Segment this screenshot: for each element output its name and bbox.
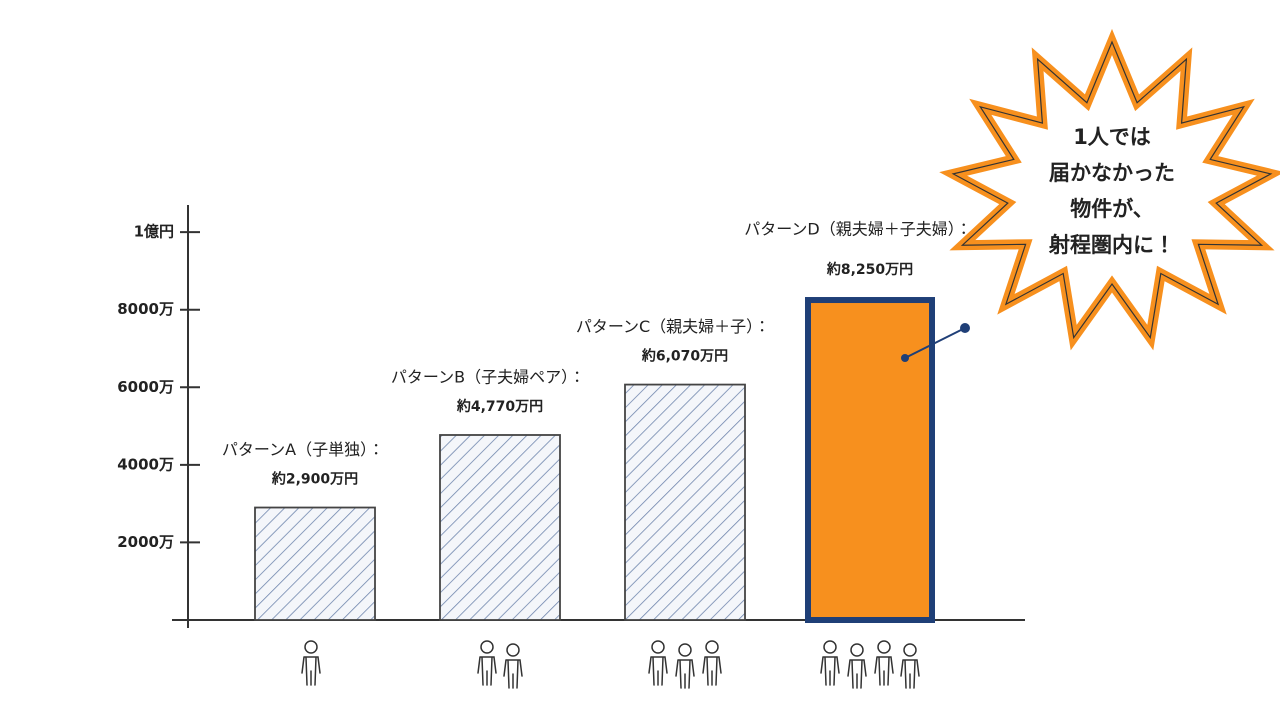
category-label: パターンC（親夫婦＋子）： (576, 317, 770, 336)
people-icons (301, 640, 920, 689)
annotation: 1人では (1073, 125, 1151, 149)
bar (624, 383, 746, 621)
annotation: 届かなかった (1049, 161, 1175, 185)
value-label: 約2,900万円 (271, 471, 358, 488)
y-tick-label: 8000万 (117, 300, 174, 318)
category-label: パターンD（親夫婦＋子夫婦）： (744, 220, 972, 239)
value-label: 約8,250万円 (826, 261, 913, 278)
y-tick-label: 4000万 (117, 455, 174, 473)
starburst-outline (951, 40, 1273, 340)
connector-dot (960, 323, 970, 333)
connector-dot (901, 354, 909, 362)
annotation: 射程圏内に！ (1048, 233, 1175, 257)
category-label: パターンB（子夫婦ペア）： (391, 367, 585, 386)
y-tick-label: 2000万 (117, 533, 174, 551)
y-tick-label: 1億円 (134, 223, 174, 241)
value-label: 約6,070万円 (641, 348, 728, 365)
category-label: パターンA（子単独）： (222, 440, 384, 459)
annotation: 物件が、 (1070, 197, 1154, 221)
connector (904, 327, 966, 359)
bar (439, 434, 561, 621)
value-label: 約4,770万円 (456, 398, 543, 415)
bar (805, 297, 935, 623)
starburst (939, 28, 1280, 351)
y-tick-label: 6000万 (117, 378, 174, 396)
bar (254, 506, 376, 621)
